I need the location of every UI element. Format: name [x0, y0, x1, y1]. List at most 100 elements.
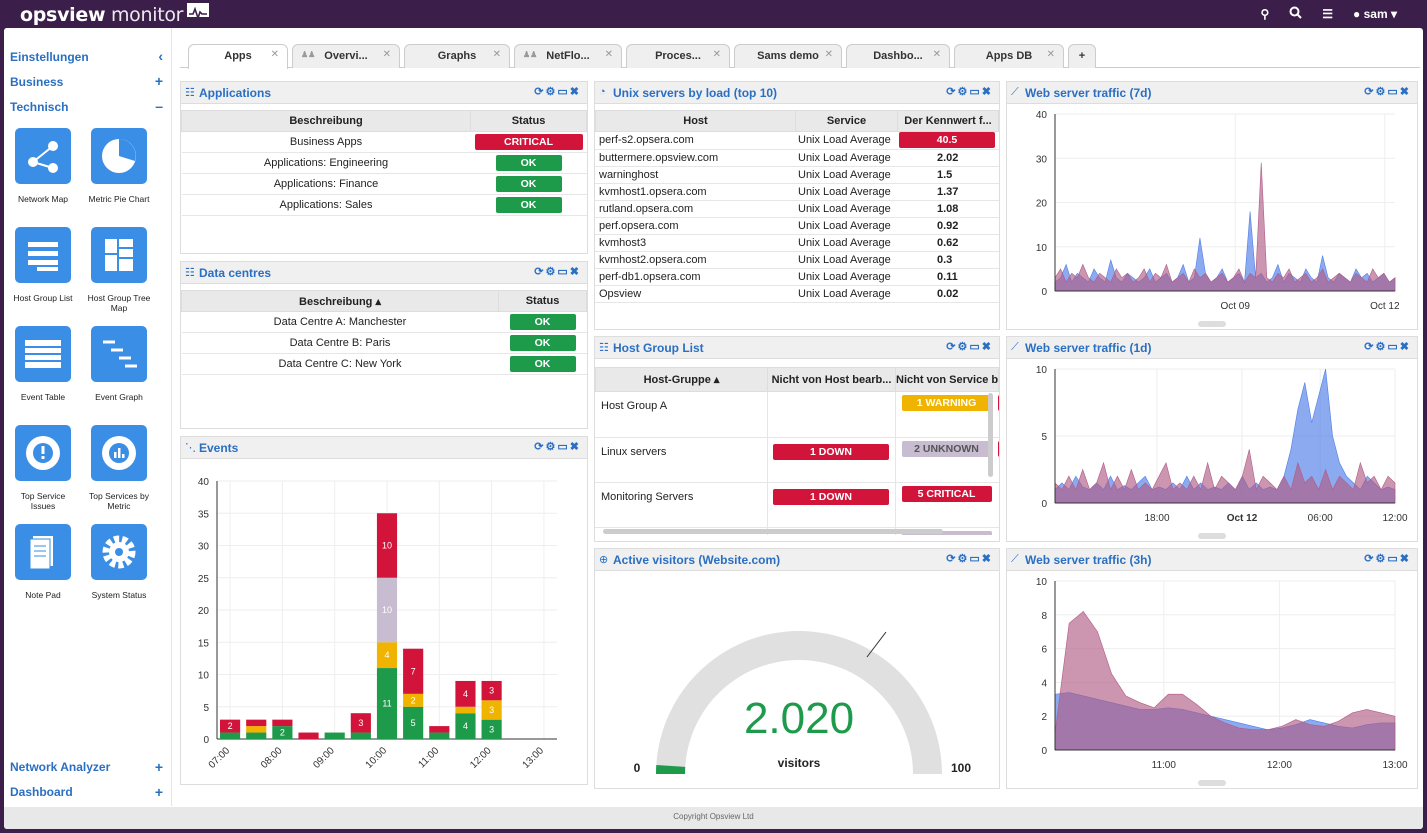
tab-graphs[interactable]: Graphs ✕	[404, 44, 510, 68]
close-tab-icon[interactable]: ✕	[270, 49, 279, 60]
expand-network-analyzer-icon[interactable]: +	[154, 759, 163, 775]
table-row[interactable]: Data Centre A: Manchester OK	[181, 311, 587, 333]
bar-label: 3	[489, 686, 494, 696]
widget-controls[interactable]: ⟳⚙▭✖	[534, 86, 581, 98]
table-row[interactable]: buttermere.opsview.com Unix Load Average 2…	[595, 149, 999, 167]
host-status-badge: 1 DOWN	[773, 488, 889, 505]
col-header[interactable]: Host-Gruppe ▴	[595, 367, 768, 392]
table-row[interactable]: kvmhost1.opsera.com Unix Load Average 1.37	[595, 183, 999, 201]
tool-event-graph[interactable]: Event Graph	[84, 326, 154, 402]
tool-top-services-by-metric[interactable]: Top Services by Metric	[84, 425, 154, 511]
event-graph-icon	[91, 326, 147, 382]
horizontal-scrollbar[interactable]	[603, 529, 943, 534]
tab-overview[interactable]: ♟♟ Overvi... ✕	[292, 44, 400, 68]
col-header[interactable]: Beschreibung	[181, 110, 471, 132]
close-tab-icon[interactable]: ✕	[712, 49, 721, 60]
tool-network-map[interactable]: Network Map	[8, 128, 78, 204]
bar-segment	[455, 713, 476, 739]
table-row[interactable]: warninghost Unix Load Average 1.5	[595, 166, 999, 184]
tool-system-status[interactable]: System Status	[84, 524, 154, 600]
col-header[interactable]: Status	[498, 290, 587, 312]
close-tab-icon[interactable]: ✕	[382, 49, 391, 60]
collapse-technisch-icon[interactable]: –	[155, 98, 163, 114]
collapse-sidebar-icon[interactable]: ‹	[158, 48, 163, 64]
widget-controls[interactable]: ⟳⚙▭✖	[534, 441, 581, 453]
table-row[interactable]: kvmhost3 Unix Load Average 0.62	[595, 234, 999, 252]
lightbulb-icon[interactable]: ⚲	[1260, 7, 1270, 21]
bar-segment	[272, 726, 293, 739]
table-row[interactable]: Data Centre C: New York OK	[181, 353, 587, 375]
y-tick-label: 40	[1036, 110, 1048, 121]
widget-controls[interactable]: ⟳⚙▭✖	[1364, 341, 1411, 353]
tab-processes[interactable]: Proces... ✕	[626, 44, 730, 68]
table-row[interactable]: Business Apps CRITICAL	[181, 131, 587, 153]
tool-note-pad[interactable]: Note Pad	[8, 524, 78, 600]
col-header[interactable]: Nicht von Host bearb...	[767, 367, 896, 392]
tool-metric-pie-chart[interactable]: Metric Pie Chart	[84, 128, 154, 204]
table-row[interactable]: Applications: Sales OK	[181, 194, 587, 216]
col-header[interactable]: Host	[595, 110, 796, 132]
close-tab-icon[interactable]: ✕	[492, 49, 501, 60]
widget-controls[interactable]: ⟳⚙▭✖	[1364, 86, 1411, 98]
tab-apps[interactable]: Apps ✕	[188, 44, 288, 69]
table-row[interactable]: kvmhost2.opsera.com Unix Load Average 0.3	[595, 251, 999, 269]
close-tab-icon[interactable]: ✕	[932, 49, 941, 60]
user-icon: ●	[1353, 7, 1361, 21]
widget-controls[interactable]: ⟳⚙▭✖	[1364, 553, 1411, 565]
table-row[interactable]: Applications: Finance OK	[181, 173, 587, 195]
expand-dashboard-icon[interactable]: +	[154, 784, 163, 800]
expand-business-icon[interactable]: +	[154, 73, 163, 89]
col-header[interactable]: Status	[470, 110, 587, 132]
tool-top-service-issues[interactable]: Top Service Issues	[8, 425, 78, 511]
col-header[interactable]: Nicht von Service b	[895, 367, 999, 392]
menu-icon[interactable]: ☰	[1322, 7, 1334, 21]
col-header[interactable]: Der Kennwert f...	[897, 110, 999, 132]
footer: Copyright Opsview Ltd	[4, 807, 1423, 829]
tab-dashboard[interactable]: Dashbo... ✕	[846, 44, 950, 68]
tab-apps-db[interactable]: Apps DB ✕	[954, 44, 1064, 68]
close-tab-icon[interactable]: ✕	[1046, 49, 1055, 60]
widget-controls[interactable]: ⟳⚙▭✖	[946, 553, 993, 565]
sidebar-section-network-analyzer[interactable]: Network Analyzer	[10, 760, 111, 774]
tab-netflow[interactable]: ♟♟ NetFlo... ✕	[514, 44, 622, 68]
col-header[interactable]: Beschreibung ▴	[181, 290, 499, 312]
tab-sams-demo[interactable]: Sams demo ✕	[734, 44, 842, 68]
widget-controls[interactable]: ⟳⚙▭✖	[946, 341, 993, 353]
top-bar: opsview monitor ⚲ ☰ ● sam ▾	[0, 0, 1427, 28]
table-row[interactable]: perf.opsera.com Unix Load Average 0.92	[595, 217, 999, 235]
close-tab-icon[interactable]: ✕	[824, 49, 833, 60]
table-row[interactable]: perf-s2.opsera.com Unix Load Average 40.5	[595, 132, 999, 150]
x-tick-label: 13:00	[1382, 760, 1407, 771]
table-row[interactable]: Monitoring Servers 1 DOWN 5 CRITICAL	[595, 482, 999, 528]
sidebar-section-dashboard[interactable]: Dashboard	[10, 785, 73, 799]
table-row[interactable]: Host Group A1 WARNING1 CRITICAL	[595, 392, 999, 438]
vertical-scrollbar[interactable]	[988, 393, 993, 477]
widget-controls[interactable]: ⟳⚙▭✖	[946, 86, 993, 98]
add-tab-button[interactable]: +	[1068, 44, 1096, 68]
col-header[interactable]: Service	[795, 110, 898, 132]
table-row[interactable]: Opsview Unix Load Average 0.02	[595, 285, 999, 303]
sidebar-section-technisch[interactable]: Technisch	[10, 100, 69, 114]
user-menu[interactable]: ● sam ▾	[1353, 7, 1397, 21]
widget-controls[interactable]: ⟳⚙▭✖	[534, 266, 581, 278]
line-chart-icon: ⟋	[1011, 553, 1019, 565]
bar-label: 7	[411, 666, 416, 676]
table-row[interactable]: rutland.opsera.com Unix Load Average 1.08	[595, 200, 999, 218]
bar-segment	[403, 648, 424, 694]
logo-pulse-icon	[187, 3, 210, 21]
load-value: 0.62	[937, 236, 959, 249]
app-logo[interactable]: opsview monitor	[20, 3, 210, 26]
close-tab-icon[interactable]: ✕	[604, 49, 613, 60]
sidebar-section-business[interactable]: Business	[10, 75, 64, 89]
sidebar-section-einstellungen[interactable]: Einstellungen	[10, 50, 89, 64]
table-row[interactable]: perf-db1.opsera.com Unix Load Average 0.11	[595, 268, 999, 286]
tool-event-table[interactable]: Event Table	[8, 326, 78, 402]
table-row[interactable]: Applications: Engineering OK	[181, 152, 587, 174]
bar-segment	[246, 719, 267, 727]
search-icon[interactable]	[1289, 6, 1302, 22]
tool-host-group-tree-map[interactable]: Host Group Tree Map	[84, 227, 154, 313]
y-tick-label: 25	[198, 574, 210, 585]
table-row[interactable]: Data Centre B: Paris OK	[181, 332, 587, 354]
tool-host-group-list[interactable]: Host Group List	[8, 227, 78, 303]
